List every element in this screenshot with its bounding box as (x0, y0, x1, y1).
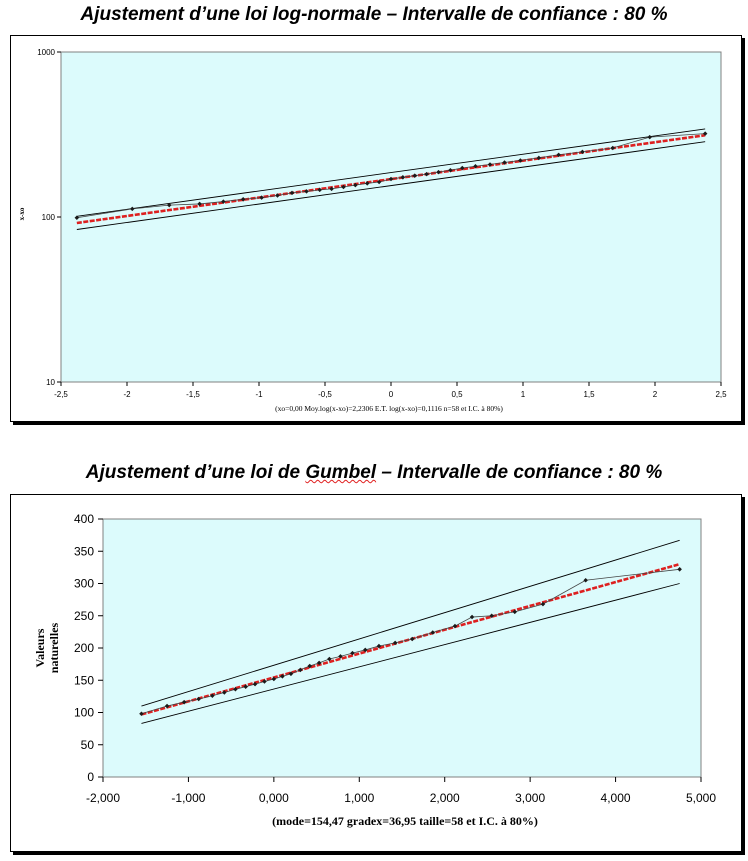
plot-area-lognormal (60, 51, 722, 383)
data-point (289, 190, 295, 196)
x-tick-label: -1 (255, 390, 263, 399)
y-tick-label: 0 (87, 770, 94, 784)
x-tick-label: 4,000 (601, 791, 631, 805)
data-point (338, 654, 343, 659)
confidence-bound-lower-gumbel (141, 583, 680, 724)
x-tick-label: 0,5 (451, 390, 463, 399)
data-point (74, 215, 80, 220)
data-point (430, 630, 436, 635)
x-tick-label: 0,000 (259, 791, 289, 805)
data-point (502, 160, 507, 165)
confidence-bound-upper-gumbel (141, 539, 680, 707)
confidence-bound-lower-lognormal (76, 141, 706, 230)
x-tick-label: 1,5 (583, 390, 595, 399)
y-tick-label: 200 (74, 641, 94, 655)
x-tick-label: 2,000 (430, 791, 460, 805)
data-point (452, 623, 458, 629)
data-point (329, 186, 334, 192)
data-point (280, 674, 285, 679)
x-tick-label: -1,5 (186, 390, 200, 399)
x-tick-label: 0 (389, 390, 394, 399)
data-point (540, 601, 546, 607)
data-point (316, 660, 322, 666)
x-tick-label: -0,5 (318, 390, 332, 399)
data-point (341, 184, 346, 190)
confidence-bound-upper-lognormal (76, 128, 706, 217)
x-tick-label: 3,000 (515, 791, 545, 805)
data-point (489, 613, 494, 619)
data-point (436, 169, 441, 175)
data-point (350, 650, 355, 656)
data-point (363, 647, 368, 653)
x-tick-label: 2,5 (715, 390, 727, 399)
y-tick-label: 1000 (37, 48, 55, 57)
x-tick-label: 1,000 (344, 791, 374, 805)
data-point (288, 671, 294, 677)
chart-title-lognormal: Ajustement d’une loi log-normale – Inter… (80, 4, 668, 25)
data-point (409, 636, 415, 642)
x-tick-label: -2,5 (54, 390, 68, 399)
plot-area-gumbel (102, 518, 702, 778)
data-point (327, 656, 332, 662)
data-point (412, 173, 418, 178)
data-point (298, 667, 303, 673)
data-point (304, 189, 309, 194)
data-point (376, 643, 382, 649)
y-tick-label: 150 (74, 673, 94, 687)
data-point (364, 181, 370, 186)
x-tick-label: -2 (123, 390, 131, 399)
data-point (262, 679, 267, 684)
data-point (469, 614, 475, 620)
chart-title-gumbel: Ajustement d’une loi de Gumbel – Interva… (85, 462, 663, 483)
y-tick-label: 350 (74, 544, 94, 558)
y-axis-label-line1: Valeurs (33, 628, 47, 667)
y-tick-label: 400 (74, 512, 94, 526)
data-point (353, 182, 358, 188)
y-axis-label-line2: naturelles (47, 622, 61, 673)
data-point (317, 187, 322, 193)
y-axis-label: x-xo (18, 207, 26, 220)
data-point (583, 578, 588, 583)
data-point (307, 663, 312, 669)
data-point (388, 176, 394, 182)
data-point (512, 609, 518, 615)
data-point (448, 167, 453, 173)
x-tick-label: -1,000 (171, 791, 205, 805)
y-tick-label: 100 (42, 213, 56, 222)
x-axis-label: (xo=0,00 Moy.log(x-xo)=2,2306 E.T. log(x… (275, 404, 503, 413)
data-point (487, 162, 493, 167)
y-tick-label: 10 (46, 378, 55, 387)
y-tick-label: 50 (81, 738, 95, 752)
x-tick-label: -2,000 (86, 791, 120, 805)
x-tick-label: 2 (653, 390, 658, 399)
x-tick-label: 5,000 (686, 791, 716, 805)
y-tick-label: 300 (74, 577, 94, 591)
data-point (252, 681, 258, 687)
y-tick-label: 100 (74, 706, 94, 720)
x-tick-label: 1 (521, 390, 526, 399)
x-axis-label: (mode=154,47 gradex=36,95 taille=58 et I… (272, 814, 538, 828)
y-tick-label: 250 (74, 609, 94, 623)
data-point (271, 676, 277, 682)
fit-line-gumbel (141, 562, 680, 716)
data-point (400, 175, 406, 180)
data-point (392, 640, 398, 646)
